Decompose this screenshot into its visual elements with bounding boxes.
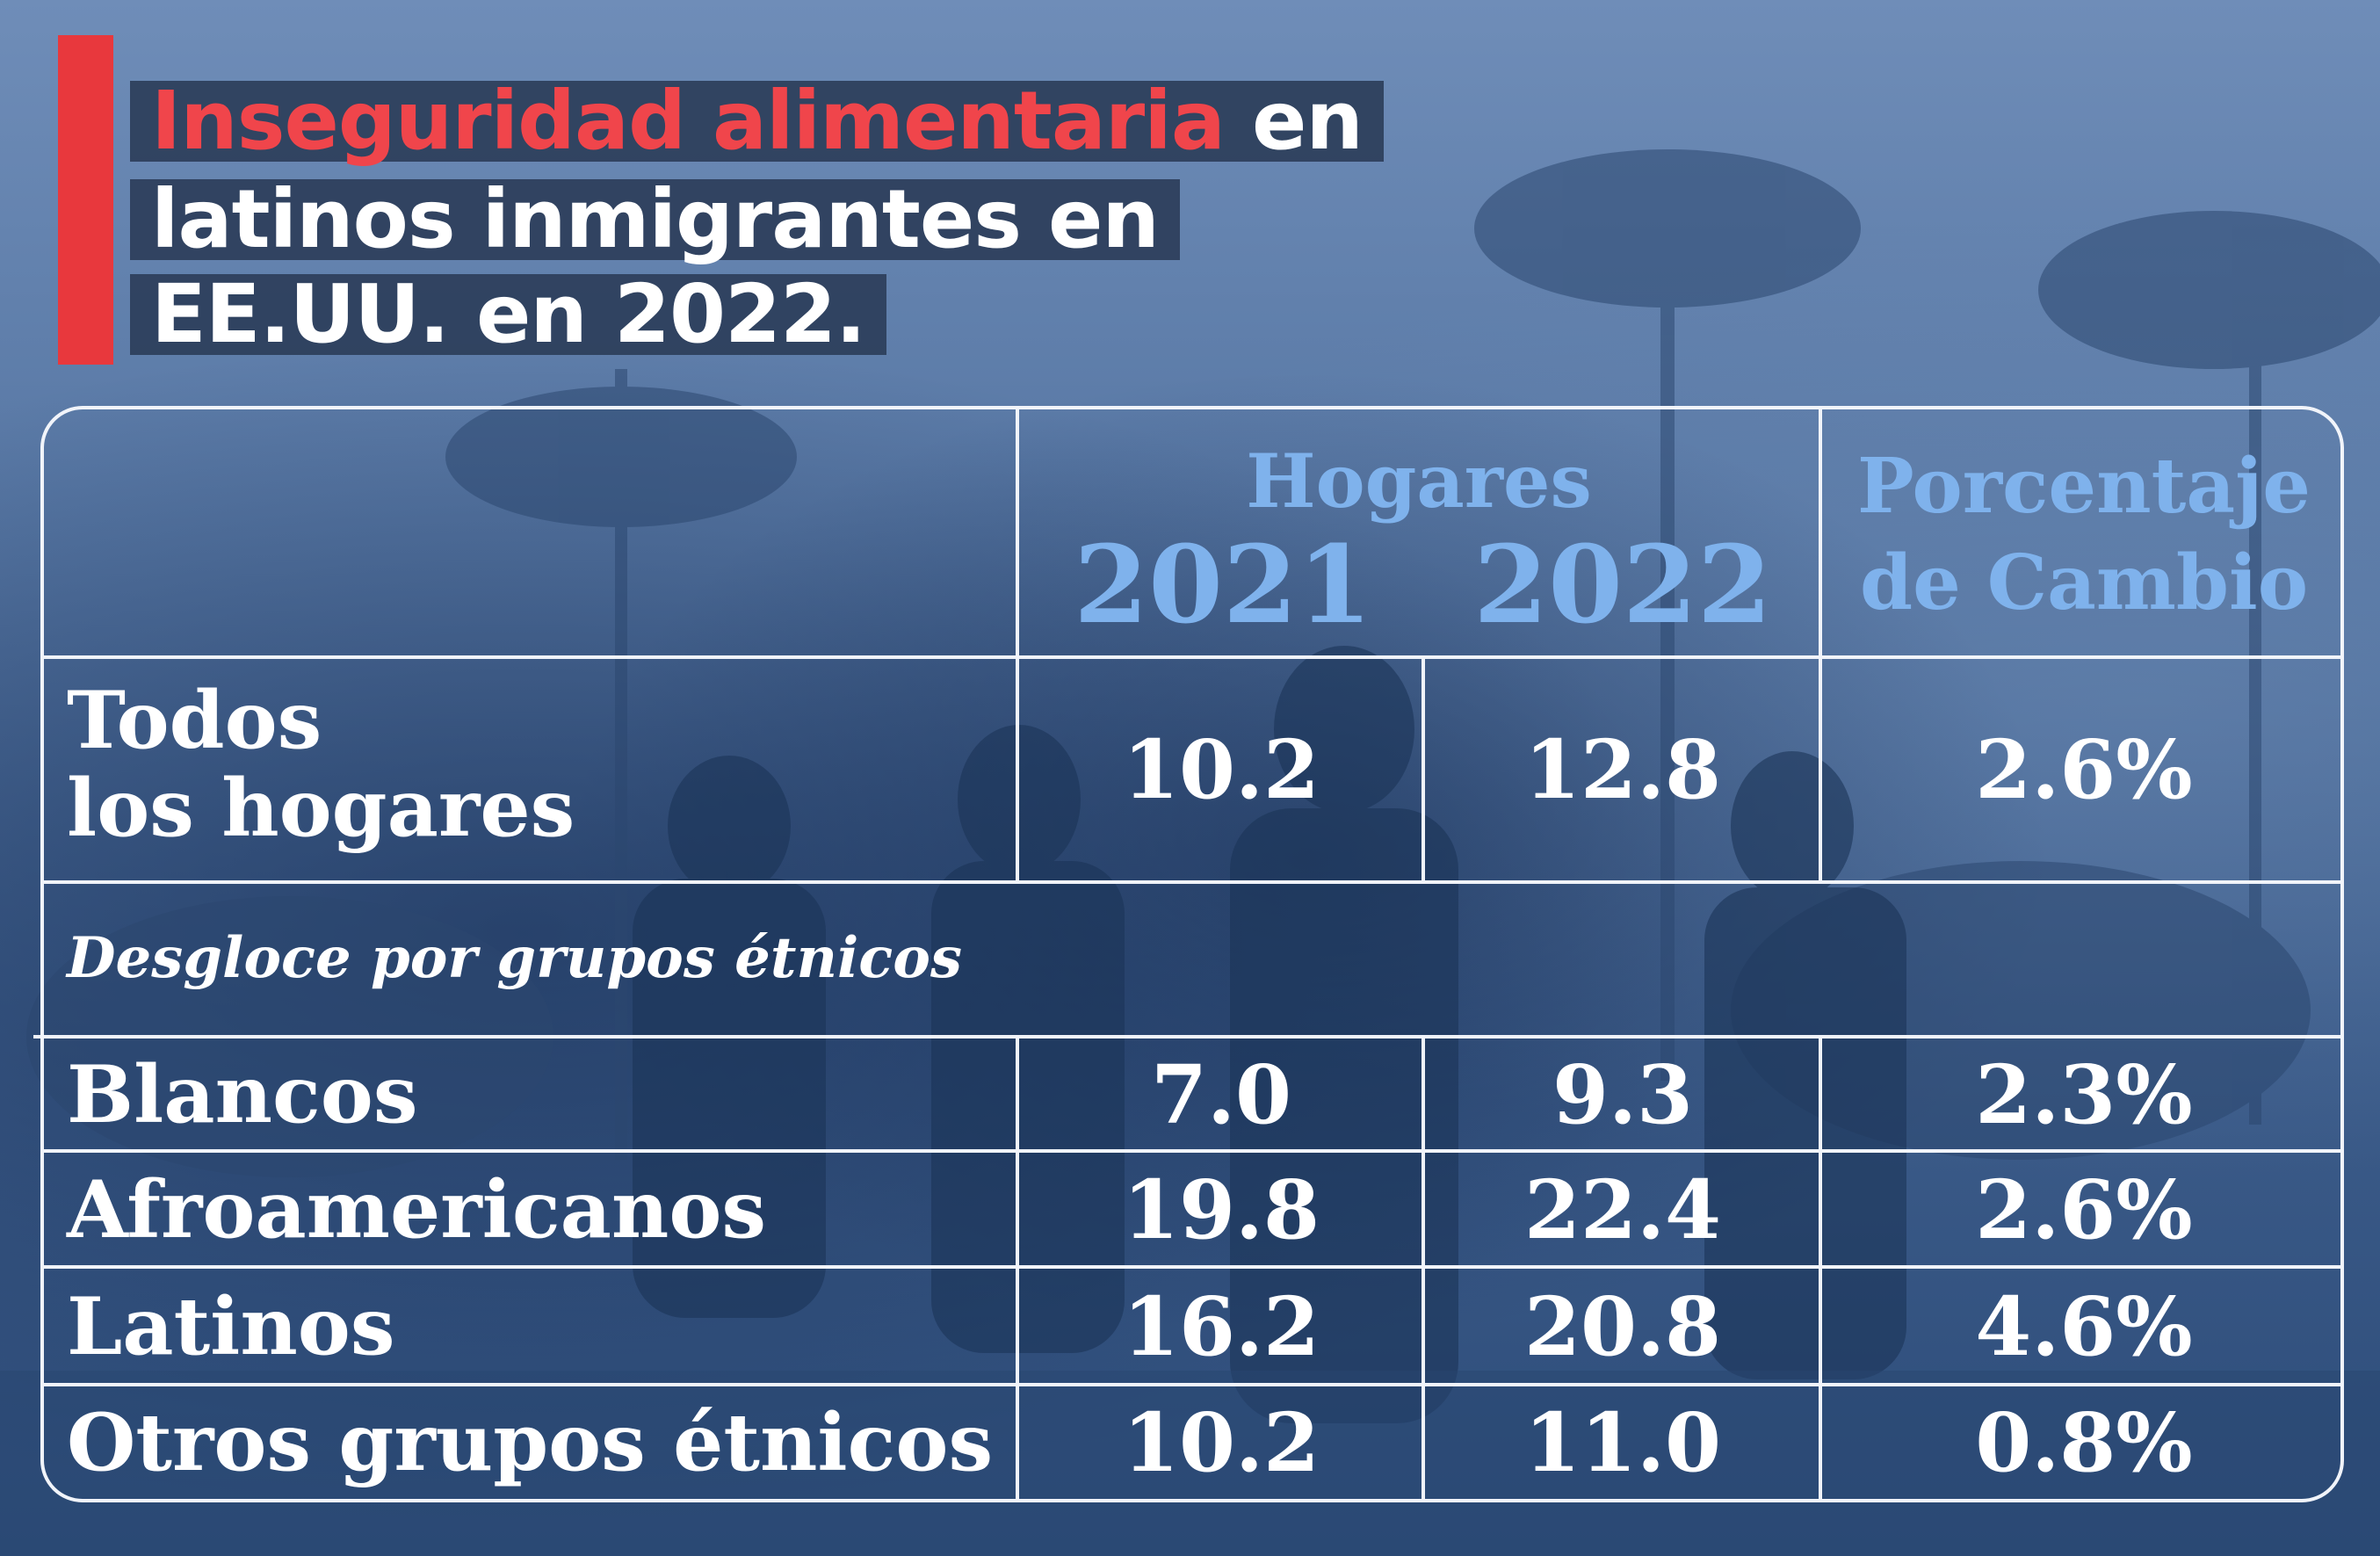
table-column-divider — [1819, 406, 1822, 882]
table-divider — [33, 1035, 2344, 1039]
cell-afroamericanos-change: 2.6% — [1975, 1162, 2193, 1257]
cell-todos-change: 2.6% — [1975, 722, 2193, 817]
title-line-1-rest: en — [1224, 74, 1364, 168]
header-hogares: Hogares — [1246, 438, 1592, 525]
cell-blancos-2022: 9.3 — [1552, 1047, 1694, 1142]
accent-bar — [58, 35, 113, 365]
cell-afroamericanos-2022: 22.4 — [1523, 1162, 1722, 1257]
cell-otros-change: 0.8% — [1975, 1395, 2193, 1490]
row-label-otros: Otros grupos étnicos — [67, 1396, 994, 1489]
header-change-line-1: Porcentaje — [1857, 442, 2311, 531]
cell-afroamericanos-2021: 19.8 — [1122, 1162, 1320, 1257]
cell-latinos-2021: 16.2 — [1122, 1279, 1320, 1374]
cell-todos-2022: 12.8 — [1523, 722, 1722, 817]
title-line-2: latinos inmigrantes en — [130, 179, 1180, 260]
title-line-1: Inseguridad alimentaria en — [130, 81, 1384, 162]
table-divider — [40, 1149, 2344, 1153]
row-label-latinos: Latinos — [67, 1280, 395, 1373]
row-label-line-1: Todos — [67, 674, 322, 767]
table-divider — [40, 655, 2344, 659]
table-divider — [40, 1265, 2344, 1269]
table-column-divider — [1421, 655, 1425, 880]
row-label-todos: Todos los hogares — [67, 677, 575, 852]
row-label-afroamericanos: Afroamericanos — [67, 1163, 767, 1256]
title-line-3: EE.UU. en 2022. — [130, 274, 886, 355]
cell-latinos-2022: 20.8 — [1523, 1279, 1722, 1374]
table-column-divider — [1421, 1035, 1425, 1502]
table-column-divider — [1016, 1035, 1019, 1502]
header-year-2022: 2022 — [1473, 521, 1772, 648]
cell-latinos-change: 4.6% — [1975, 1279, 2193, 1374]
table-column-divider — [1016, 406, 1019, 882]
table-divider — [40, 1383, 2344, 1386]
header-year-2021: 2021 — [1074, 521, 1372, 648]
cell-todos-2021: 10.2 — [1122, 722, 1320, 817]
cell-otros-2021: 10.2 — [1122, 1395, 1320, 1490]
header-change-line-2: de Cambio — [1859, 539, 2309, 627]
table-divider — [40, 880, 2344, 884]
cell-blancos-change: 2.3% — [1975, 1047, 2193, 1142]
cell-otros-2022: 11.0 — [1523, 1395, 1722, 1490]
row-label-blancos: Blancos — [67, 1048, 418, 1141]
breakdown-label: Desgloce por grupos étnicos — [67, 925, 962, 991]
cell-blancos-2021: 7.0 — [1150, 1047, 1292, 1142]
data-table — [40, 406, 2344, 1502]
title-highlight: Inseguridad alimentaria — [151, 74, 1226, 168]
table-column-divider — [1819, 1035, 1822, 1502]
row-label-line-2: los hogares — [67, 762, 575, 855]
